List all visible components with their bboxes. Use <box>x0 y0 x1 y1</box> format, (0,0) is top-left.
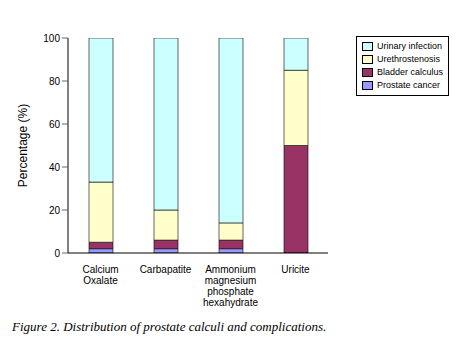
html-text:Urethrostenosis: Urethrostenosis <box>377 54 440 64</box>
html-text:Bladder calculus: Bladder calculus <box>377 67 443 77</box>
svg-text:CalciumOxalate: CalciumOxalate <box>82 264 118 286</box>
svg-text:80: 80 <box>49 76 61 87</box>
svg-text:20: 20 <box>49 205 61 216</box>
html-text:Urinary infection: Urinary infection <box>377 41 442 51</box>
svg-text:Uricite: Uricite <box>281 264 310 275</box>
svg-text:Percentage (%): Percentage (%) <box>16 104 30 187</box>
html-text:Prostate cancer: Prostate cancer <box>377 80 440 90</box>
svg-text:40: 40 <box>49 162 61 173</box>
html-text:Figure 2. Distribution of pros: Figure 2. Distribution of prostate calcu… <box>12 319 327 334</box>
svg-text:100: 100 <box>43 33 60 44</box>
svg-text:Carbapatite: Carbapatite <box>140 264 192 275</box>
svg-text:Ammoniummagnesiumphosphatehexa: Ammoniummagnesiumphosphatehexahydrate <box>203 264 258 308</box>
svg-text:60: 60 <box>49 119 61 130</box>
svg-text:0: 0 <box>54 248 60 259</box>
